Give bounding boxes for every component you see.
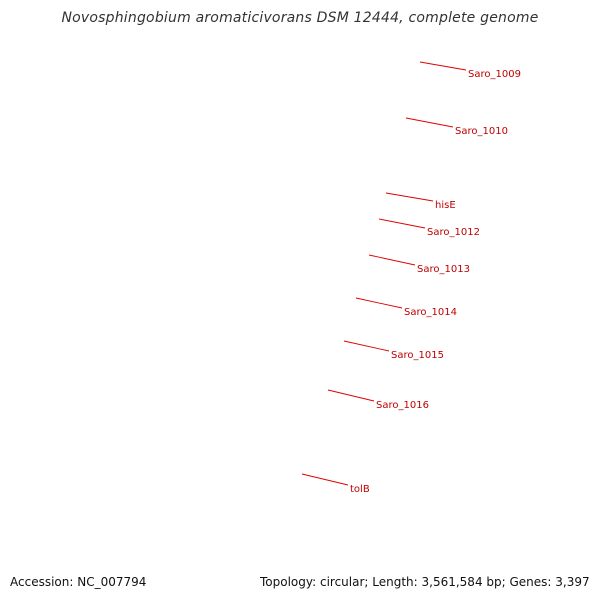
gene-leader-line [405, 117, 454, 128]
gene-leader-line [343, 340, 390, 352]
gene-label: Saro_1012 [427, 227, 480, 238]
gene-leader-line [378, 218, 426, 229]
map-title: Novosphingobium aromaticivorans DSM 1244… [61, 10, 539, 26]
gene-leader-line [385, 192, 434, 202]
gene-label: Saro_1010 [455, 126, 508, 137]
gene-label: Saro_1016 [376, 400, 429, 411]
gene-label: Saro_1013 [417, 264, 470, 275]
gene-leader-line [355, 297, 403, 309]
accession-text: Accession: NC_007794 [10, 575, 147, 589]
gene-leader-line [419, 61, 467, 71]
gene-label: tolB [350, 484, 370, 495]
gene-label: Saro_1009 [468, 69, 521, 80]
gene-label: hisE [435, 200, 456, 211]
gene-label: Saro_1015 [391, 350, 444, 361]
gene-leader-line [301, 473, 349, 486]
gene-labels: Saro_1009 Saro_1010 hisE Saro_1012 Saro_1013… [301, 61, 521, 495]
gene-leader-line [327, 389, 375, 402]
gene-label: Saro_1014 [404, 307, 457, 318]
topology-text: Topology: circular; Length: 3,561,584 bp… [260, 575, 590, 589]
gene-leader-line [368, 254, 416, 266]
